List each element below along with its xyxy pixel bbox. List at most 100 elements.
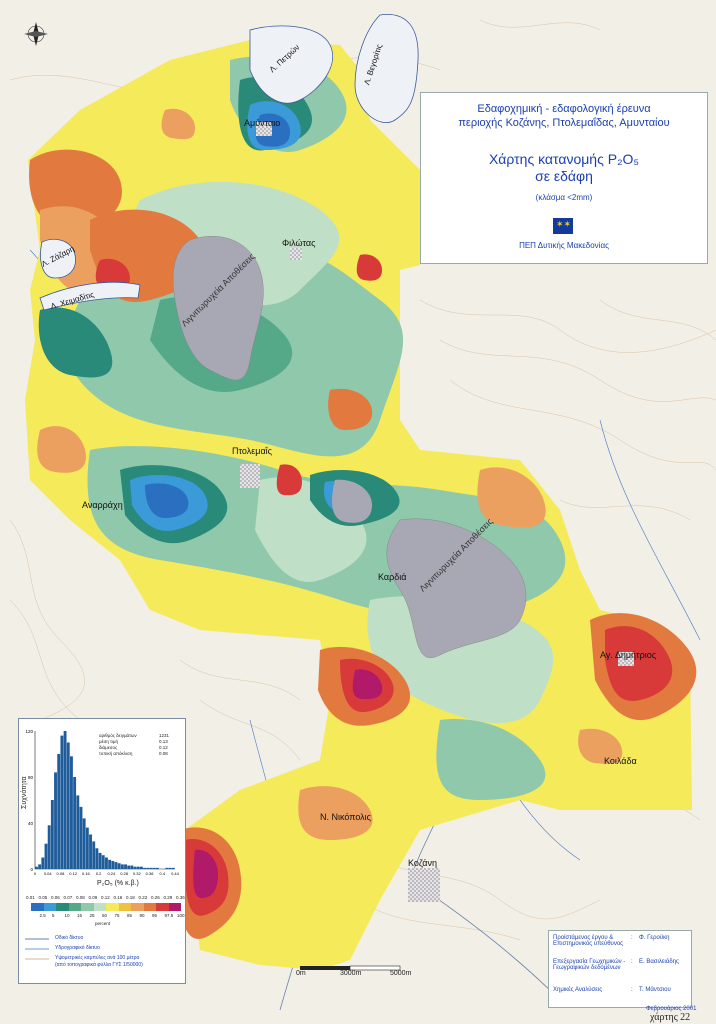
class-percent-label: 15: [77, 913, 83, 918]
histogram-ytick: 120: [25, 729, 33, 734]
class-value-label: 0.01: [26, 895, 35, 900]
class-value-label: 0.26: [151, 895, 160, 900]
histogram-ytick: 0: [30, 867, 33, 872]
stat-value: 0.12: [159, 745, 168, 750]
program-name: ΠΕΠ Δυτικής Μακεδονίας: [519, 241, 609, 250]
class-percent-label: 75: [114, 913, 120, 918]
class-color-swatch: [68, 903, 81, 911]
place-label: Αναρράχη: [82, 500, 123, 510]
histogram-bar: [76, 795, 80, 869]
stat-label: αριθμός δειγμάτων: [99, 733, 137, 738]
histogram-bar: [35, 866, 38, 869]
class-color-swatch: [56, 903, 69, 911]
histogram-ylabel: Συχνότητα: [21, 776, 28, 810]
percent-label: percent: [95, 921, 111, 926]
histogram-bar: [82, 818, 86, 869]
class-value-label: 0.12: [101, 895, 110, 900]
histogram-bar: [111, 860, 115, 869]
place-label: Καρδιά: [378, 572, 407, 582]
map-title-2: σε εδάφη: [535, 168, 593, 184]
histogram-bar: [120, 864, 124, 869]
histogram-bar: [127, 865, 131, 869]
lignite-mines: [172, 236, 527, 658]
histogram-xtick: 0.28: [120, 871, 129, 876]
histogram-xtick: 0.36: [146, 871, 155, 876]
class-color-swatch: [118, 903, 131, 911]
histogram-xtick: 0.32: [133, 871, 142, 876]
north-arrow-icon: [24, 22, 48, 46]
histogram-xtick: 0.44: [171, 871, 180, 876]
histogram-ytick: 80: [28, 775, 34, 780]
class-percent-label: 100: [177, 913, 185, 918]
scale-label: 0m: [296, 970, 306, 977]
histogram-bar: [41, 857, 45, 869]
map-number: χάρτης 22: [650, 1012, 691, 1023]
histogram-bar: [38, 864, 42, 869]
histogram-bar: [168, 867, 172, 869]
histogram-bar: [117, 863, 121, 869]
class-percent-label: 25: [89, 913, 95, 918]
histogram-bar: [79, 806, 83, 869]
histogram-xtick: 0.08: [57, 871, 66, 876]
histogram-bar: [60, 735, 64, 869]
legend-contours: Υψομετρικές καμπύλες ανά 100 μέτρα: [55, 955, 140, 961]
class-value-label: 0.16: [113, 895, 123, 900]
histogram-bar: [50, 800, 54, 869]
histogram-bar: [124, 864, 127, 869]
histogram-bar: [92, 841, 96, 869]
place-label: Ν. Νικόπολις: [320, 812, 372, 822]
histogram-bar: [140, 866, 143, 869]
histogram-bar: [98, 852, 102, 869]
histogram-xlabel: P₂O₅ (% κ.β.): [97, 880, 139, 887]
histogram-ytick: 40: [28, 821, 34, 826]
legend-line-symbols: [25, 938, 49, 960]
class-color-swatch: [156, 903, 169, 911]
histogram-bar: [89, 834, 92, 869]
legend-road: Οδικό δίκτυο: [55, 935, 84, 941]
class-value-label: 0.18: [126, 895, 135, 900]
class-value-label: 0.09: [88, 895, 98, 900]
histogram-bar: [152, 867, 156, 869]
lakes: [39, 14, 419, 311]
credit-name: Ε. Βασιλειάδης: [639, 959, 679, 965]
class-percent-label: 85: [127, 913, 133, 918]
stat-value: 0.13: [159, 739, 168, 744]
legend-contours-source: (από τοπογραφικά φύλλα ΓΥΣ 1/50000): [55, 962, 143, 968]
histogram-xtick: 0.4: [159, 871, 165, 876]
map-date: Φεβρουάριος 2001: [646, 1006, 697, 1012]
histogram-bar: [136, 866, 140, 869]
histogram-xtick: 0: [34, 871, 37, 876]
place-label: Κοζάνη: [408, 858, 437, 868]
place-label: Φιλώτας: [282, 238, 316, 248]
scale-label: 5000m: [390, 970, 412, 977]
histogram-bar: [73, 777, 77, 869]
class-percent-label: 90: [139, 913, 145, 918]
class-color-swatch: [106, 903, 119, 911]
place-label: Κοιλάδα: [604, 756, 637, 766]
histogram-bar: [57, 754, 61, 869]
class-color-swatch: [81, 903, 94, 911]
scale-label: 3000m: [340, 970, 362, 977]
map-title: Χάρτης κατανομής P₂O₅: [488, 151, 640, 167]
credit-name: Φ. Γεροϋκη: [639, 935, 670, 941]
eu-flag-icon: ✶✶: [553, 218, 573, 234]
stat-label: μέση τιμή: [99, 739, 119, 744]
histogram-bar: [155, 867, 159, 869]
histogram-xtick: 0.2: [96, 871, 102, 876]
class-percent-label: 5: [52, 913, 55, 918]
credit-name: Τ. Μάντσιου: [639, 987, 671, 993]
histogram-bar: [149, 867, 153, 869]
histogram-bar: [63, 731, 67, 869]
histogram-bar: [165, 867, 169, 869]
histogram-bar: [171, 867, 175, 869]
class-percent-label: 97.5: [164, 913, 174, 918]
histogram-xtick: 0.24: [107, 871, 116, 876]
histogram-bar: [114, 862, 118, 869]
histogram-xtick: 0.12: [69, 871, 78, 876]
fraction-note: (κλάσμα <2mm): [535, 193, 593, 202]
histogram-xtick: 0.04: [44, 871, 53, 876]
histogram-xtick: 0.16: [82, 871, 91, 876]
place-label: Πτολεμαΐς: [232, 446, 272, 456]
class-color-swatch: [143, 903, 156, 911]
class-value-label: 0.06: [51, 895, 60, 900]
